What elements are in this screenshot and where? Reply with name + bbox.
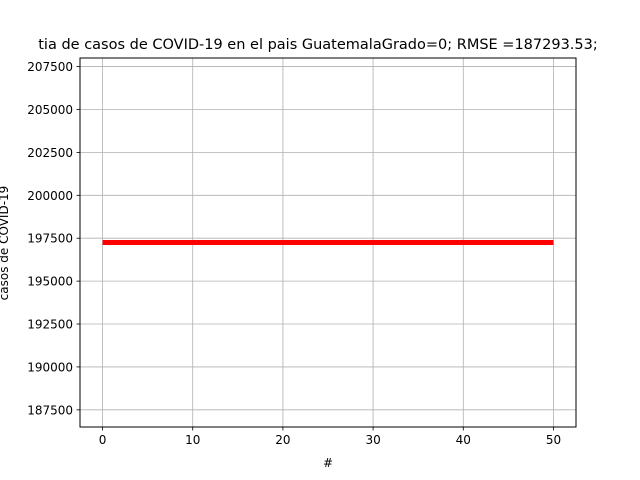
chart-title: tia de casos de COVID-19 en el pais Guat… [38, 37, 598, 53]
y-tick-label: 207500 [27, 60, 73, 74]
y-tick-label: 197500 [27, 232, 73, 246]
x-tick-label: 0 [99, 433, 107, 447]
y-tick-label: 200000 [27, 189, 73, 203]
x-tick-label: 40 [456, 433, 471, 447]
x-tick-label: 30 [365, 433, 380, 447]
y-axis-label: casos de COVID-19 [0, 186, 11, 301]
y-tick-label: 195000 [27, 275, 73, 289]
y-tick-label: 202500 [27, 146, 73, 160]
y-tick-label: 192500 [27, 318, 73, 332]
x-tick-label: 10 [185, 433, 200, 447]
y-tick-label: 190000 [27, 360, 73, 374]
x-tick-label: 50 [546, 433, 561, 447]
y-tick-label: 187500 [27, 403, 73, 417]
x-tick-label: 20 [275, 433, 290, 447]
x-axis-label: # [323, 456, 333, 470]
y-tick-label: 205000 [27, 103, 73, 117]
ticks: 0 10 20 30 40 50 187500 190000 192500 195000 19750… [27, 60, 561, 447]
